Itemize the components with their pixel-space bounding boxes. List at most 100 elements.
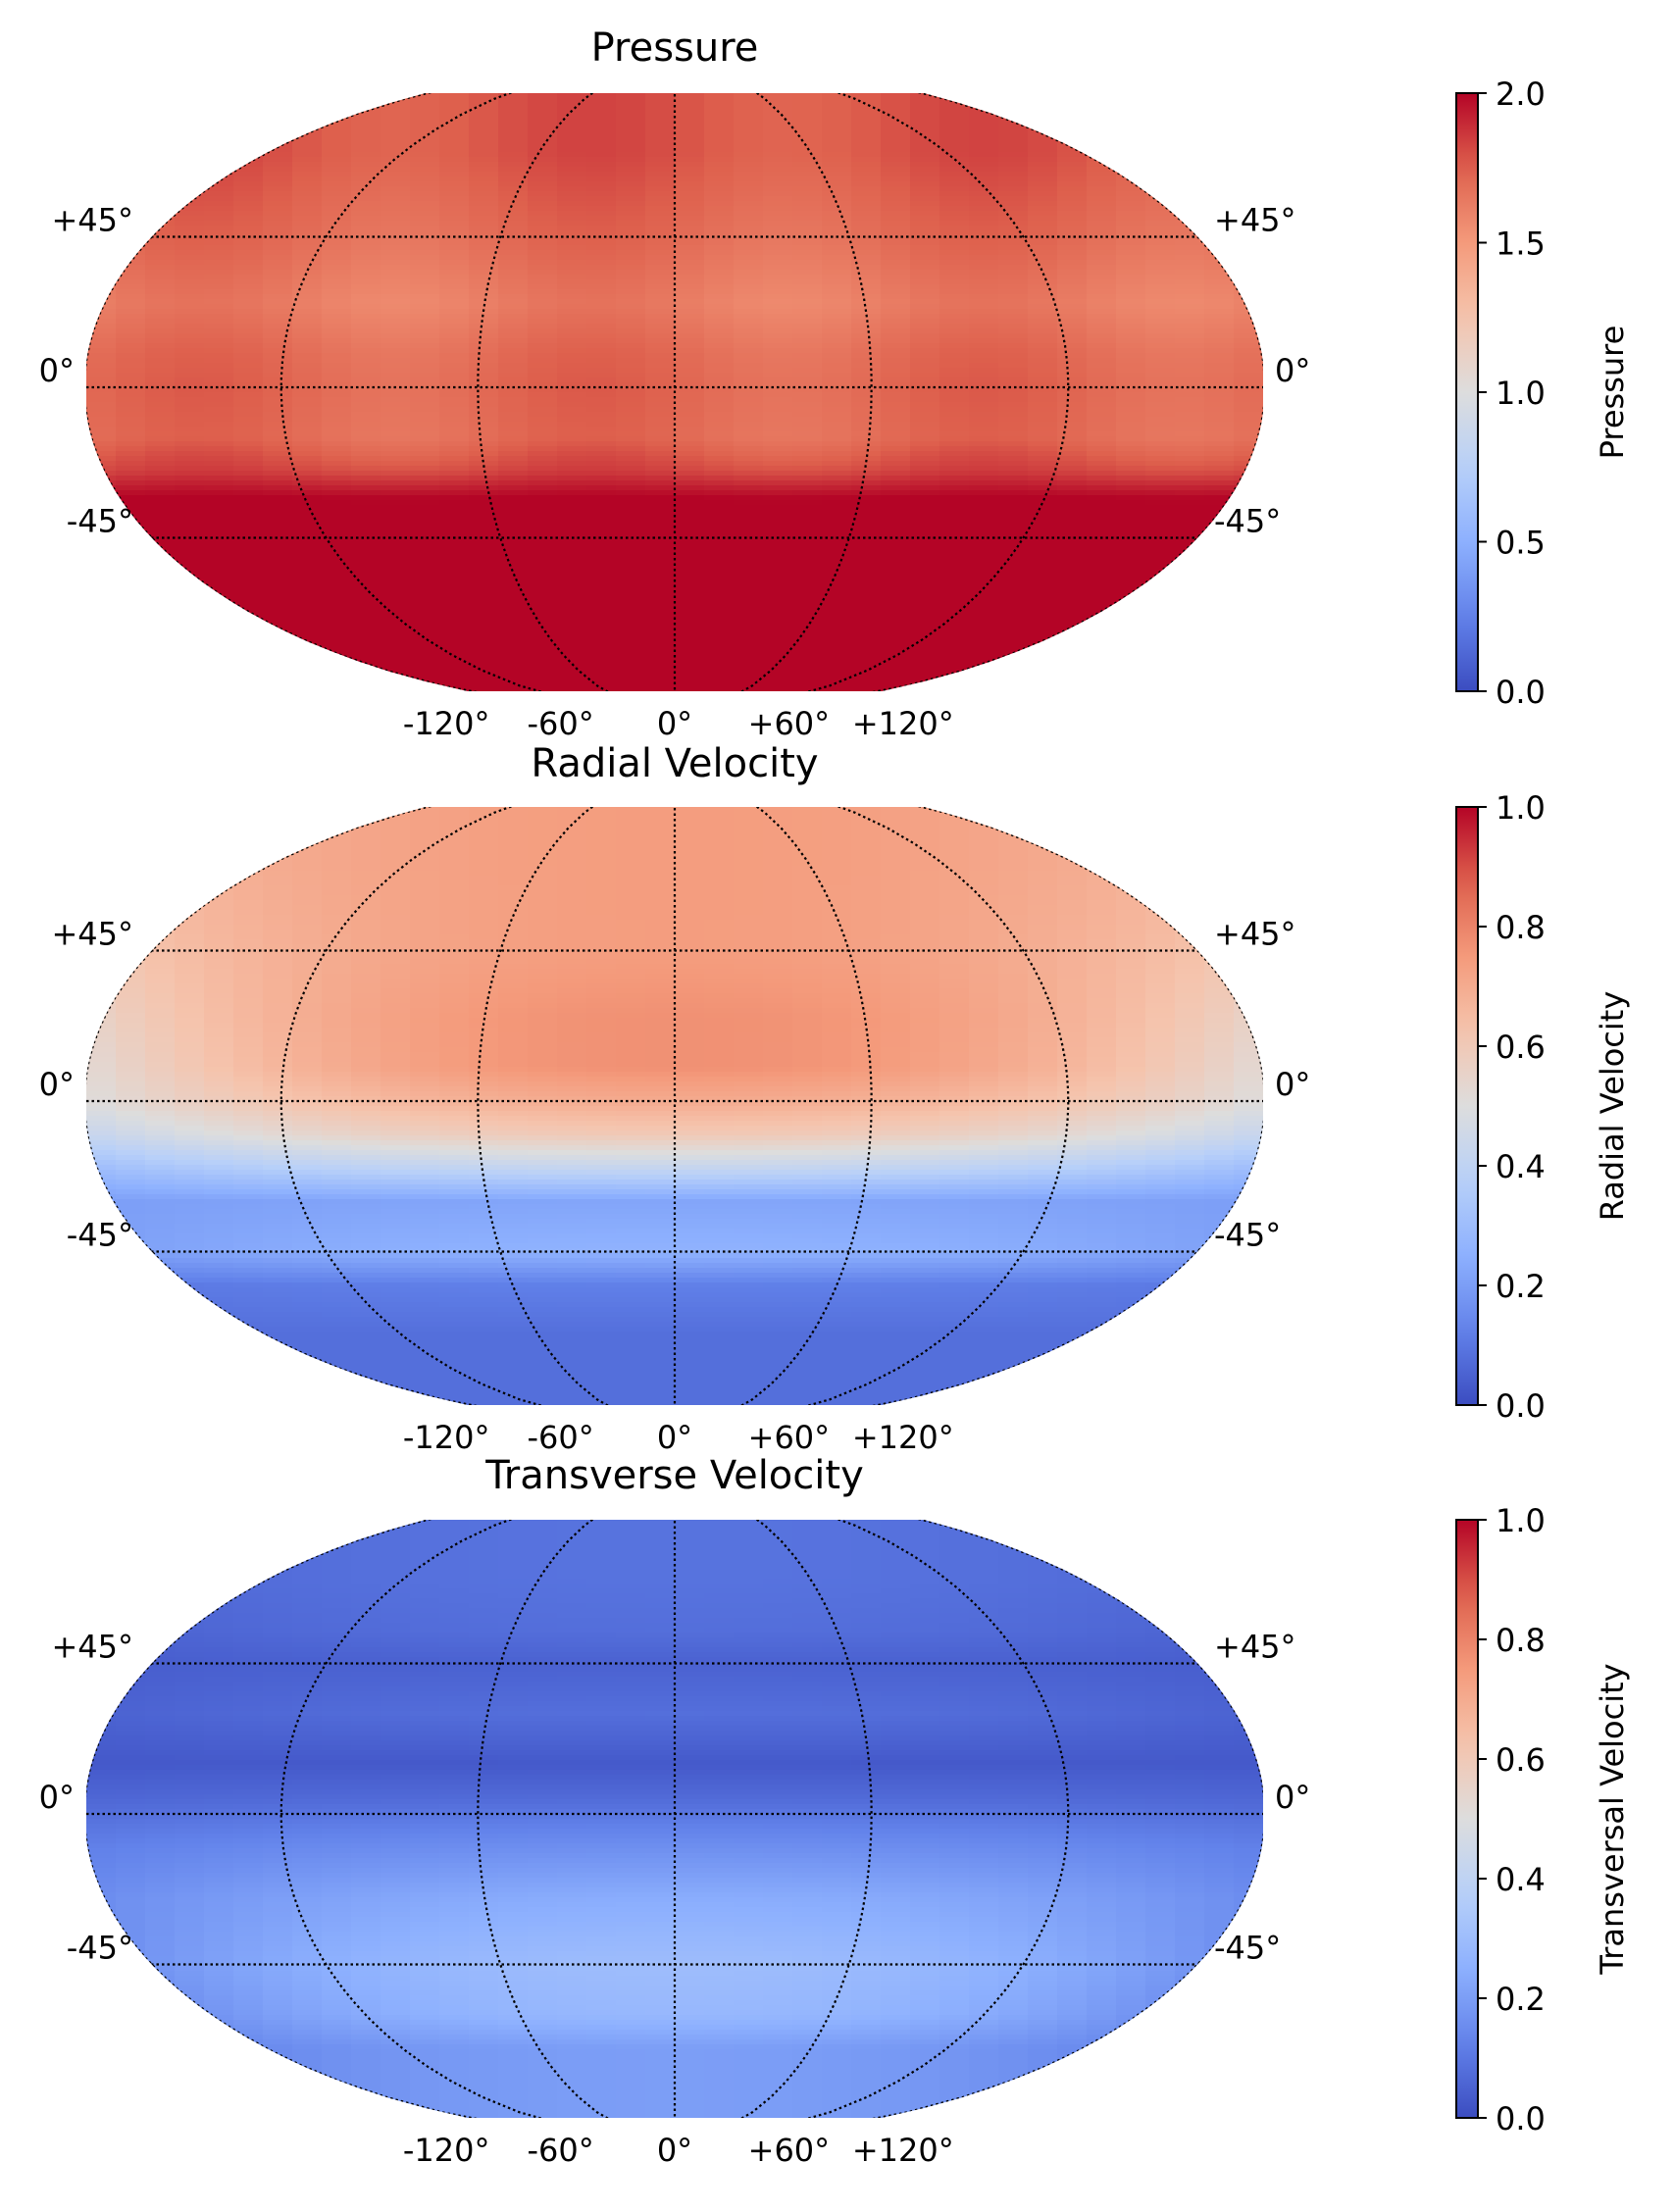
heatmap-cell	[851, 608, 882, 614]
heatmap-cell	[204, 647, 234, 653]
heatmap-cell	[498, 485, 529, 491]
heatmap-cell	[939, 103, 970, 109]
heatmap-cell	[1204, 176, 1235, 182]
heatmap-cell	[86, 613, 117, 619]
heatmap-cell	[792, 500, 823, 506]
heatmap-cell	[557, 559, 587, 565]
heatmap-cell	[204, 221, 234, 226]
heatmap-cell	[1057, 569, 1088, 575]
heatmap-cell	[704, 172, 735, 177]
heatmap-cell	[145, 172, 176, 177]
heatmap-cell	[175, 382, 205, 388]
heatmap-cell	[1175, 387, 1205, 393]
heatmap-cell	[822, 549, 852, 555]
heatmap-cell	[263, 152, 293, 158]
heatmap-cell	[439, 127, 470, 133]
heatmap-cell	[969, 471, 999, 477]
heatmap-cell	[792, 456, 823, 462]
heatmap-cell	[616, 623, 646, 628]
heatmap-cell	[528, 216, 558, 222]
heatmap-cell	[586, 613, 617, 619]
heatmap-cell	[1057, 387, 1088, 393]
heatmap-cell	[851, 466, 882, 472]
heatmap-cell	[263, 127, 293, 133]
heatmap-cell	[292, 103, 323, 109]
heatmap-cell	[881, 490, 911, 496]
heatmap-cell	[704, 103, 735, 109]
heatmap-cell	[204, 642, 234, 648]
heatmap-cell	[410, 289, 440, 295]
heatmap-cell	[969, 549, 999, 555]
heatmap-cell	[998, 402, 1029, 408]
heatmap-cell	[1116, 490, 1146, 496]
heatmap-cell	[645, 681, 676, 687]
heatmap-cell	[439, 191, 470, 197]
heatmap-cell	[822, 93, 852, 99]
heatmap-cell	[1116, 98, 1146, 104]
heatmap-cell	[675, 196, 705, 202]
heatmap-cell	[175, 529, 205, 535]
heatmap-cell	[1057, 304, 1088, 310]
heatmap-cell	[145, 299, 176, 305]
heatmap-cell	[1234, 255, 1263, 261]
heatmap-cell	[1116, 686, 1146, 691]
heatmap-cell	[292, 544, 323, 550]
heatmap-cell	[851, 196, 882, 202]
heatmap-cell	[1234, 93, 1263, 99]
heatmap-cell	[586, 226, 617, 231]
heatmap-cell	[175, 417, 205, 423]
heatmap-cell	[1204, 137, 1235, 143]
heatmap-cell	[792, 348, 823, 354]
heatmap-cell	[881, 314, 911, 320]
heatmap-cell	[910, 554, 940, 560]
heatmap-cell	[263, 480, 293, 486]
heatmap-cell	[1175, 431, 1205, 437]
heatmap-cell	[910, 807, 940, 813]
heatmap-cell	[351, 652, 381, 658]
heatmap-cell	[675, 672, 705, 678]
heatmap-cell	[204, 490, 234, 496]
heatmap-cell	[469, 500, 499, 506]
heatmap-cell	[204, 167, 234, 173]
heatmap-cell	[380, 324, 411, 329]
heatmap-cell	[1145, 226, 1176, 231]
heatmap-cell	[498, 436, 529, 442]
heatmap-cell	[528, 500, 558, 506]
heatmap-cell	[1145, 230, 1176, 236]
heatmap-cell	[528, 466, 558, 472]
heatmap-cell	[969, 431, 999, 437]
heatmap-cell	[1116, 348, 1146, 354]
heatmap-cell	[675, 275, 705, 280]
heatmap-cell	[822, 304, 852, 310]
heatmap-cell	[881, 662, 911, 668]
heatmap-cell	[763, 672, 793, 678]
heatmap-cell	[263, 534, 293, 540]
heatmap-cell	[557, 588, 587, 594]
heatmap-cell	[498, 162, 529, 168]
heatmap-cell	[322, 157, 352, 163]
heatmap-cell	[586, 299, 617, 305]
heatmap-cell	[645, 412, 676, 418]
heatmap-cell	[1087, 245, 1117, 251]
heatmap-cell	[851, 387, 882, 393]
heatmap-cell	[969, 226, 999, 231]
heatmap-cell	[910, 578, 940, 584]
heatmap-cell	[1087, 230, 1117, 236]
heatmap-cell	[763, 142, 793, 148]
heatmap-cell	[910, 392, 940, 398]
heatmap-cell	[998, 647, 1029, 653]
heatmap-cell	[763, 338, 793, 344]
heatmap-cell	[86, 284, 117, 290]
heatmap-cell	[145, 348, 176, 354]
heatmap-cell	[851, 456, 882, 462]
colorbar-tick-label: 2.0	[1496, 75, 1546, 113]
heatmap-cell	[351, 167, 381, 173]
heatmap-cell	[1145, 598, 1176, 604]
heatmap-cell	[439, 373, 470, 378]
heatmap-cell	[557, 549, 587, 555]
heatmap-cell	[822, 657, 852, 663]
heatmap-cell	[586, 196, 617, 202]
heatmap-cell	[175, 304, 205, 310]
heatmap-cell	[969, 98, 999, 104]
heatmap-cell	[380, 495, 411, 501]
